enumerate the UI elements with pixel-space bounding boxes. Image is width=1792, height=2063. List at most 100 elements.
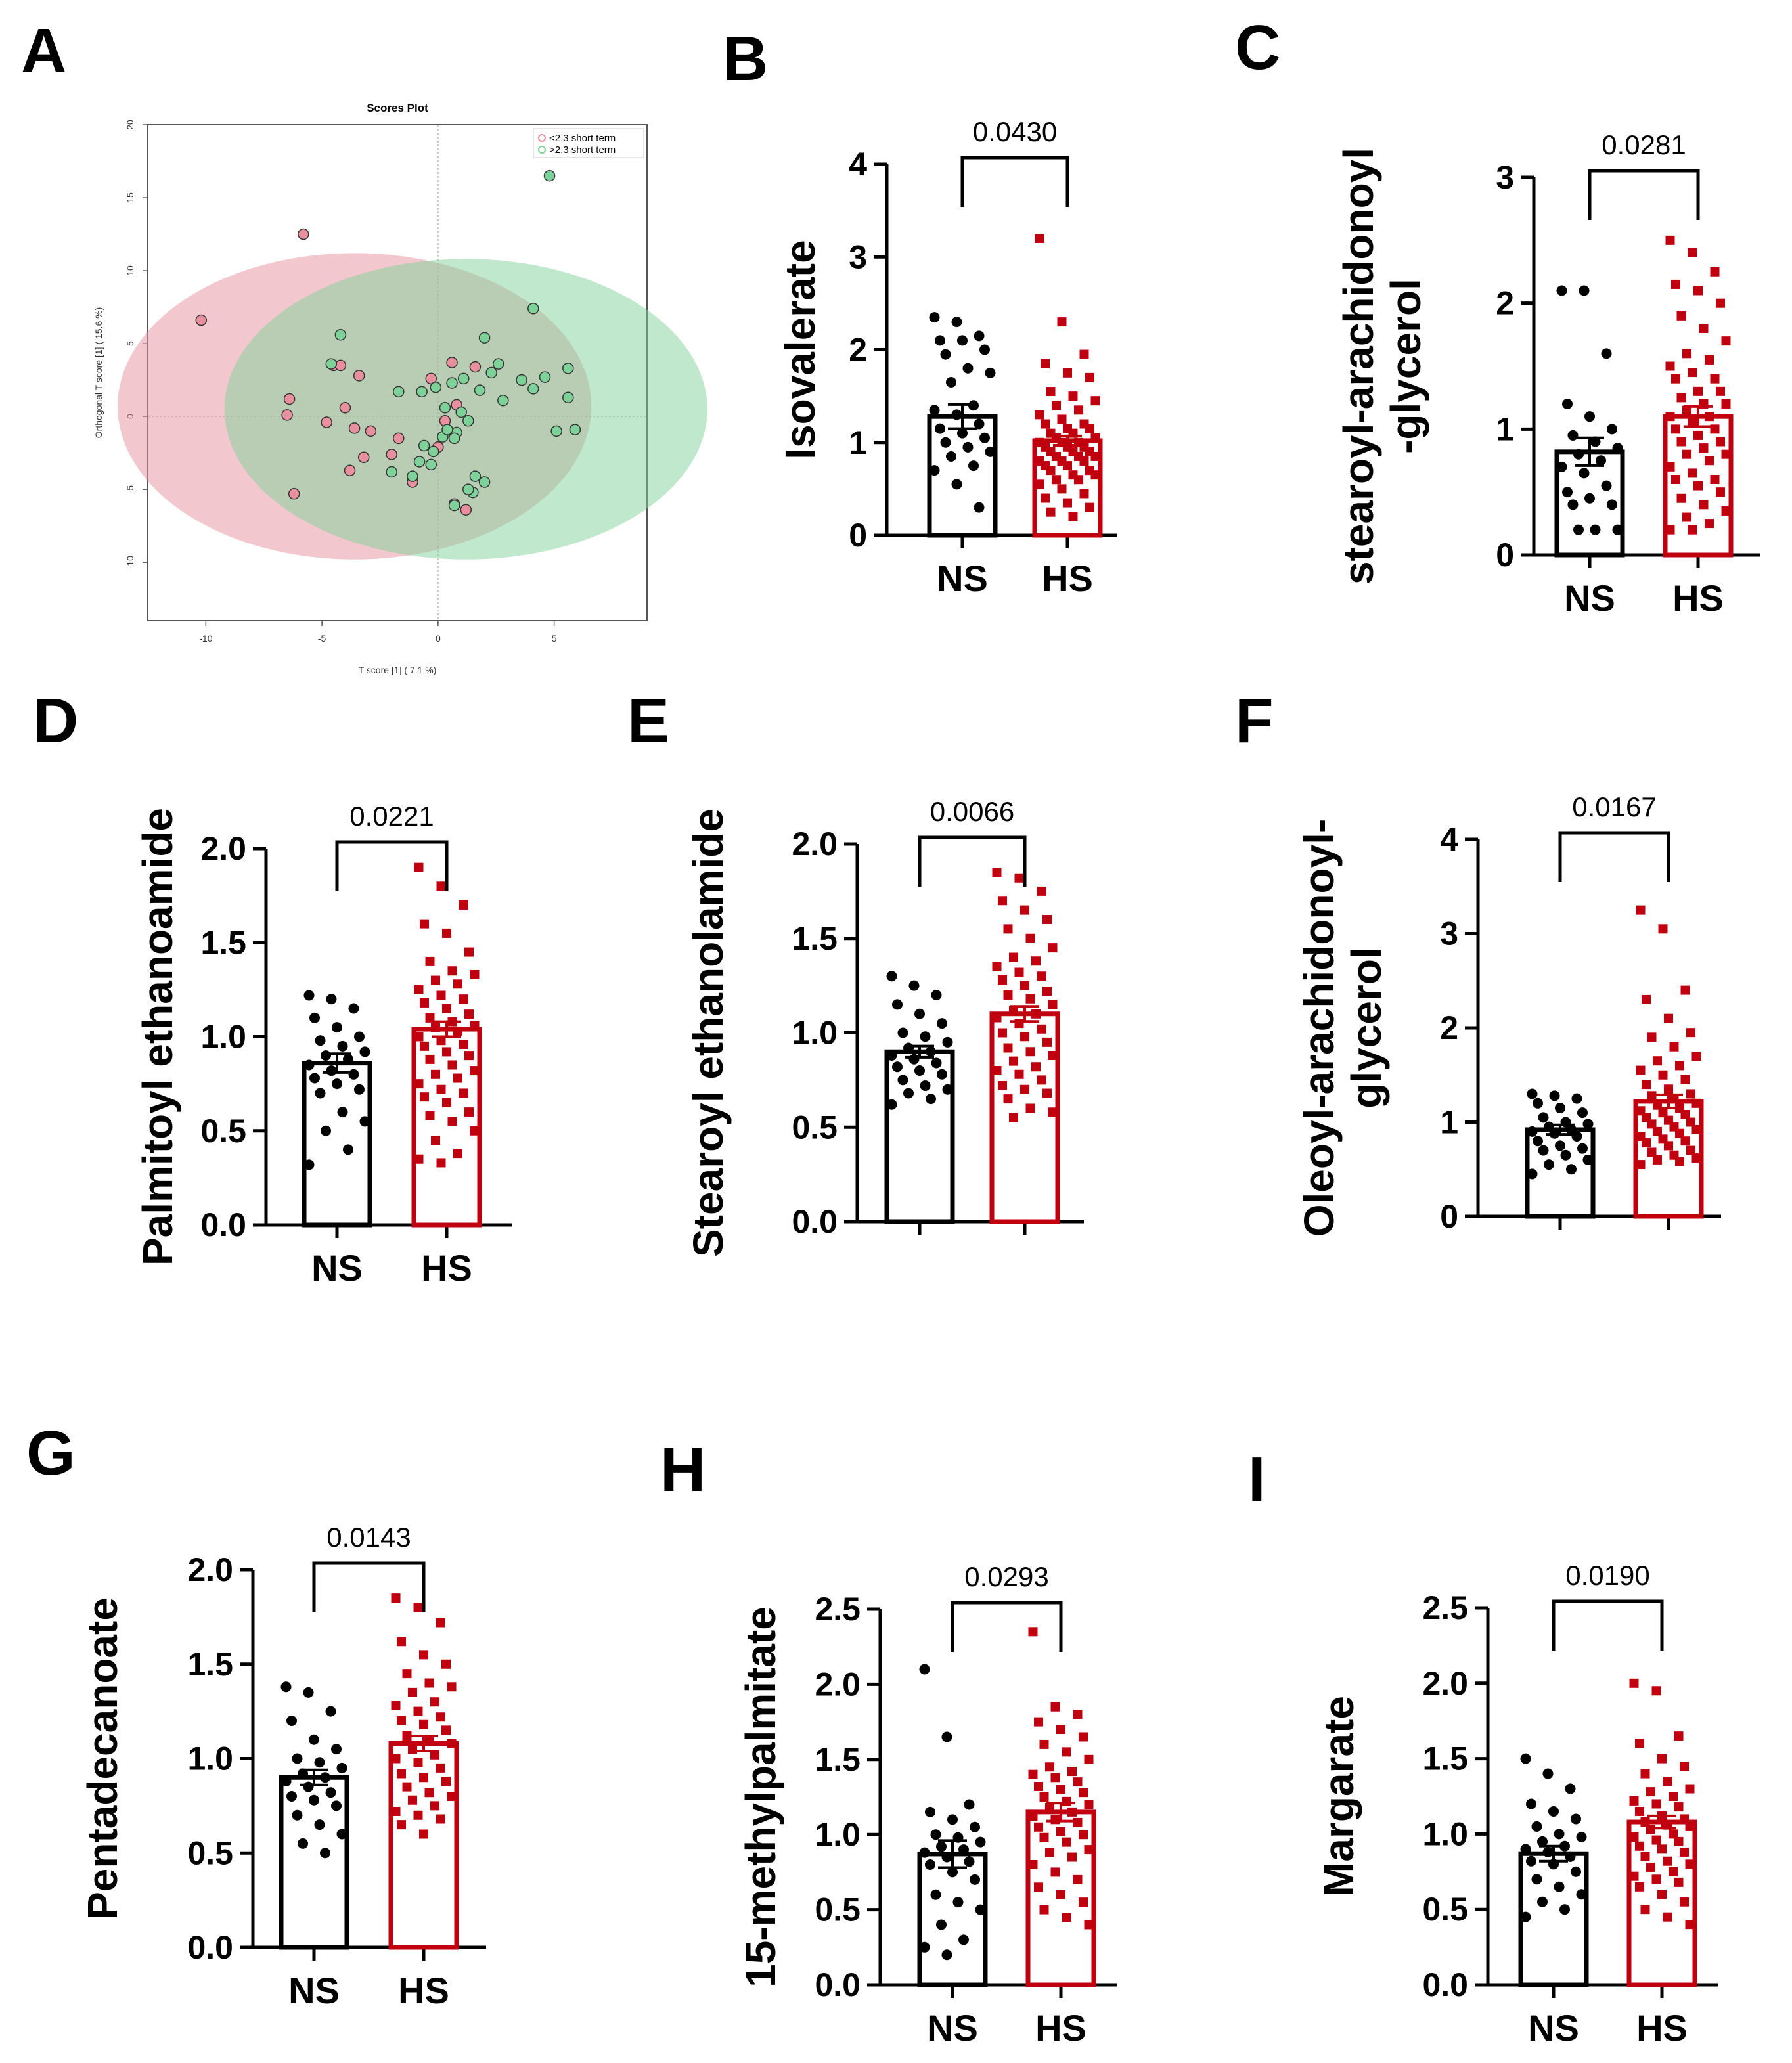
- data-point: [1665, 361, 1675, 371]
- data-point: [408, 1744, 417, 1754]
- data-point: [1073, 1710, 1083, 1719]
- data-point: [1567, 499, 1579, 510]
- data-point: [309, 1794, 319, 1806]
- y-tick-label: 2.5: [815, 1591, 861, 1628]
- chart-title: Scores Plot: [367, 102, 428, 114]
- data-point: [1057, 414, 1067, 424]
- data-point: [470, 1066, 480, 1076]
- data-point: [1020, 981, 1029, 990]
- data-point: [929, 312, 940, 323]
- data-point: [1671, 279, 1680, 289]
- data-point: [1710, 267, 1720, 277]
- data-point: [459, 994, 468, 1004]
- data-point: [947, 1867, 958, 1878]
- data-point: [1050, 1815, 1060, 1825]
- data-point: [460, 504, 472, 516]
- y-axis-label-line: Palmitoyl ethanoamide: [134, 808, 181, 1266]
- data-point: [957, 428, 968, 439]
- data-point: [1646, 1825, 1655, 1834]
- x-category-label: NS: [1564, 577, 1615, 619]
- data-point: [1056, 1890, 1065, 1899]
- data-point: [1042, 1037, 1052, 1047]
- data-point: [935, 335, 945, 346]
- data-point: [428, 445, 439, 458]
- data-point: [925, 1859, 935, 1870]
- data-point: [420, 998, 429, 1008]
- data-point: [1084, 1845, 1094, 1855]
- data-point: [1636, 1065, 1646, 1075]
- data-point: [1675, 1128, 1684, 1138]
- data-point: [935, 423, 945, 434]
- data-point: [1642, 1080, 1651, 1090]
- data-point: [1688, 418, 1697, 428]
- data-point: [420, 1041, 429, 1051]
- x-category-label: NS: [927, 2007, 978, 2049]
- data-point: [1527, 1168, 1538, 1180]
- panel-label: F: [1235, 686, 1274, 756]
- data-point: [430, 1750, 439, 1760]
- y-axis-label: Palmitoyl ethanoamide: [134, 808, 181, 1266]
- data-point: [903, 1088, 914, 1099]
- data-point: [343, 1054, 353, 1065]
- data-point: [1669, 1094, 1679, 1103]
- data-point: [493, 358, 504, 370]
- data-point: [348, 1069, 359, 1080]
- data-point: [336, 1829, 347, 1840]
- data-point: [1669, 1829, 1678, 1839]
- data-point: [1647, 1119, 1657, 1129]
- data-point: [1037, 971, 1046, 981]
- y-tick-label: 2: [1440, 1009, 1458, 1046]
- data-point: [1548, 1806, 1559, 1817]
- data-point: [1688, 468, 1697, 478]
- data-point: [942, 1084, 953, 1095]
- data-point: [1705, 412, 1714, 422]
- y-tick-label: 2.0: [200, 830, 246, 867]
- data-point: [1057, 484, 1067, 494]
- data-point: [964, 1856, 975, 1867]
- data-point: [1555, 1102, 1565, 1113]
- y-tick-label: 1.0: [815, 1816, 861, 1853]
- data-point: [292, 1809, 303, 1821]
- data-point: [1538, 1112, 1549, 1123]
- data-point: [919, 1847, 930, 1858]
- data-point: [408, 1687, 417, 1697]
- data-point: [431, 1069, 440, 1079]
- x-tick-label: -5: [318, 633, 326, 644]
- data-point: [970, 1821, 980, 1832]
- data-point: [985, 367, 996, 378]
- data-point: [1663, 1777, 1672, 1786]
- significance-bracket: [312, 1561, 426, 1612]
- y-tick-label: 0.5: [200, 1113, 246, 1149]
- data-point: [940, 349, 951, 360]
- data-point: [951, 409, 962, 420]
- data-point: [1579, 285, 1590, 296]
- data-point: [485, 366, 497, 379]
- data-point: [897, 1075, 908, 1086]
- data-point: [1685, 1920, 1695, 1930]
- data-point: [337, 1107, 348, 1118]
- data-point: [436, 1763, 445, 1773]
- data-point: [1028, 1811, 1038, 1821]
- data-point: [1079, 1830, 1088, 1840]
- panel-label: B: [723, 24, 768, 94]
- data-point: [464, 1009, 474, 1019]
- data-point: [436, 1036, 446, 1046]
- data-point: [334, 329, 347, 341]
- data-point: [1584, 411, 1595, 422]
- data-point: [1674, 1802, 1684, 1812]
- y-tick-label: 3: [1496, 159, 1514, 196]
- data-point: [942, 1036, 953, 1048]
- data-point: [436, 881, 446, 891]
- data-point: [941, 1731, 952, 1742]
- data-point: [288, 488, 300, 500]
- data-point: [1556, 285, 1567, 296]
- data-point: [414, 1079, 424, 1089]
- x-category-label: HS: [1636, 2007, 1688, 2049]
- data-point: [1085, 424, 1094, 433]
- data-point: [1533, 1136, 1543, 1147]
- panel-label: C: [1235, 12, 1280, 83]
- data-point: [414, 985, 424, 994]
- data-point: [1039, 1905, 1049, 1915]
- data-point: [1573, 524, 1584, 535]
- panel-g: G 0.0 0.5 1.0 1.5 2.0 NS HS 0.0143 Pentadecanoate: [26, 1418, 486, 2011]
